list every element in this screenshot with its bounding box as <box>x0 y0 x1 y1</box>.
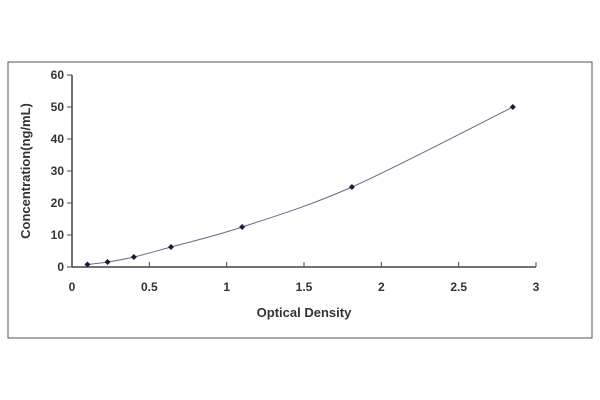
y-tick-label: 20 <box>51 196 65 210</box>
x-tick-label: 1.5 <box>296 280 313 294</box>
data-point <box>509 104 516 110</box>
y-tick-label: 40 <box>51 132 65 146</box>
y-tick-label: 50 <box>51 100 65 114</box>
y-tick-label: 30 <box>51 164 65 178</box>
y-tick-label: 10 <box>51 228 65 242</box>
x-tick-label: 3 <box>533 280 540 294</box>
x-tick-label: 2 <box>378 280 385 294</box>
y-tick-label: 0 <box>57 260 64 274</box>
data-point <box>84 261 91 268</box>
data-point <box>167 244 174 250</box>
x-tick-label: 1 <box>223 280 230 294</box>
x-tick-label: 0.5 <box>141 280 158 294</box>
data-point <box>239 224 246 230</box>
y-tick-label: 60 <box>51 68 65 82</box>
data-point <box>348 184 355 190</box>
x-axis-label: Optical Density <box>257 305 352 320</box>
x-tick-label: 0 <box>69 280 76 294</box>
chart-frame <box>7 61 593 339</box>
data-point <box>104 259 111 266</box>
y-axis-label: Concentration(ng/mL) <box>18 103 33 239</box>
x-tick-label: 2.5 <box>450 280 467 294</box>
data-point <box>130 254 137 261</box>
fit-curve <box>87 106 514 266</box>
